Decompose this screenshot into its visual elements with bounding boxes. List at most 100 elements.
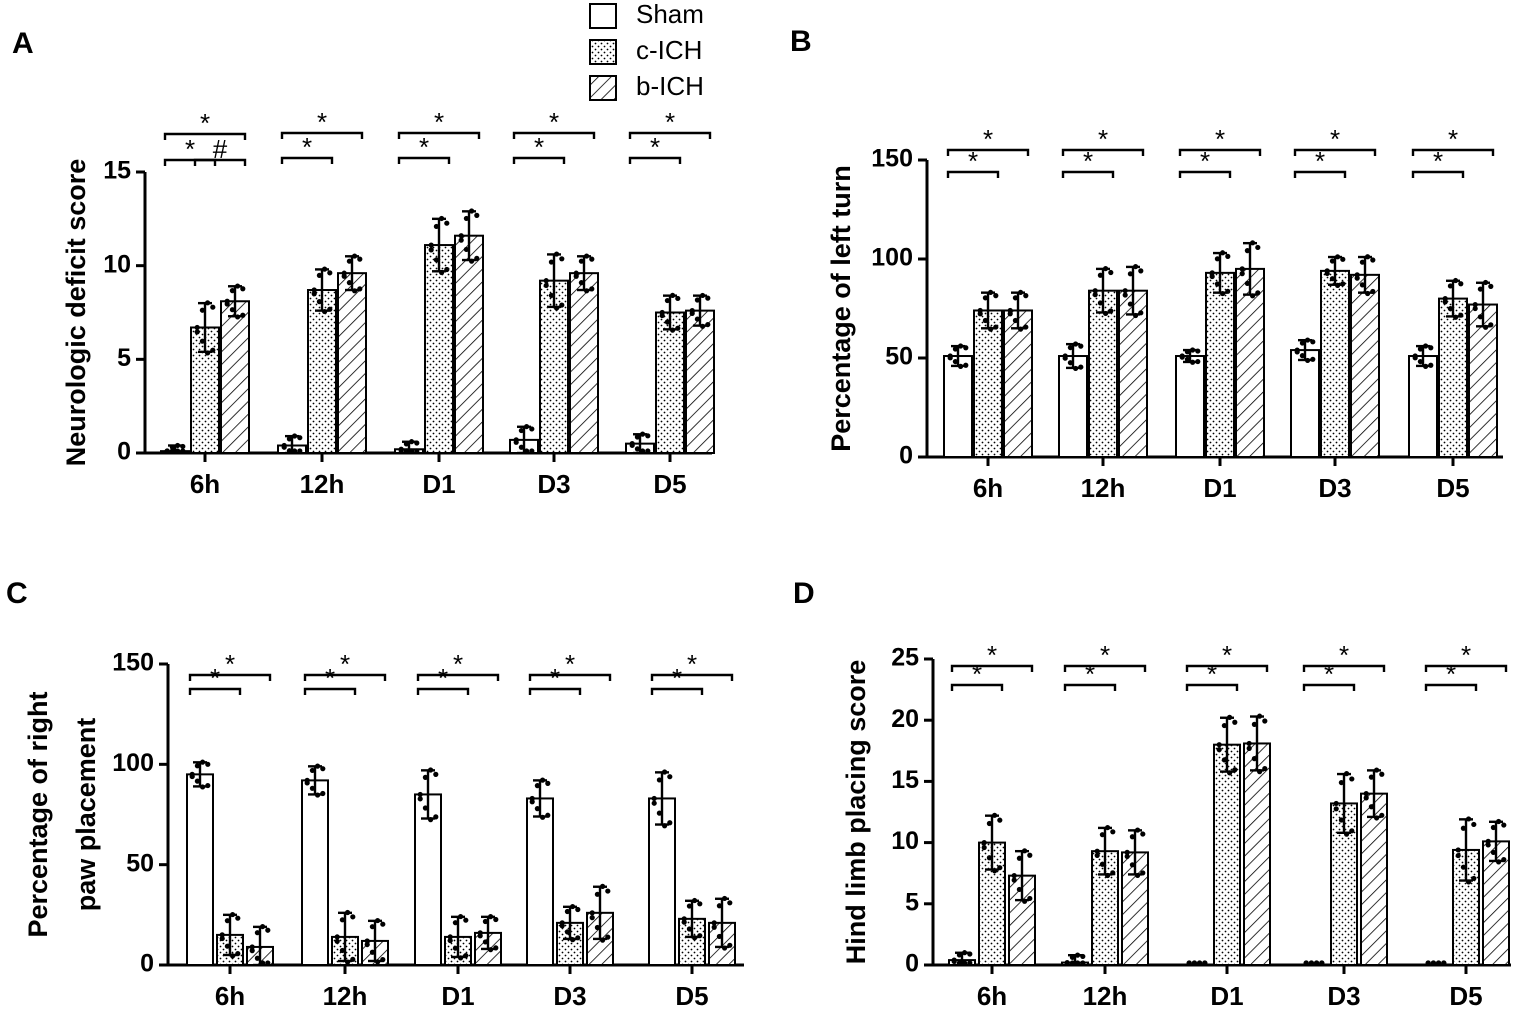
bar-b-ich [1118, 289, 1148, 458]
data-point [982, 295, 989, 301]
data-point [993, 293, 999, 299]
significance-label: * [302, 132, 312, 162]
significance-bracket [628, 156, 682, 164]
significance-bracket [303, 687, 357, 695]
significance-label: * [983, 124, 993, 154]
data-point [316, 299, 322, 305]
x-tick-label: D3 [553, 981, 586, 1011]
data-point [529, 799, 535, 805]
data-point [463, 917, 469, 923]
data-point [1214, 281, 1220, 287]
significance-bracket [650, 673, 734, 681]
y-tick-label: 15 [103, 157, 131, 185]
significance-label: * [665, 107, 675, 137]
significance-label: * [972, 659, 982, 689]
significance-label: * [987, 640, 997, 670]
y-tick-label: 0 [117, 438, 131, 466]
data-point [686, 926, 693, 932]
legend-swatch-sham [589, 3, 617, 29]
data-point [1012, 317, 1019, 324]
legend-label: c-ICH [636, 35, 702, 65]
data-point [1110, 829, 1116, 835]
data-point [1477, 314, 1483, 320]
data-point [369, 924, 375, 930]
x-tick-label: 12h [323, 981, 368, 1011]
data-point [1027, 852, 1033, 858]
data-point [254, 955, 260, 961]
data-point [210, 304, 216, 310]
bar-b-ich [1243, 742, 1271, 966]
data-point [1324, 270, 1330, 277]
bar-c-ich [655, 311, 685, 454]
significance-bracket [946, 170, 1000, 178]
bar-sham [414, 793, 442, 967]
legend: Sham c-ICH b-ICH [589, 0, 704, 101]
data-point [1099, 861, 1105, 867]
significance-bracket [280, 131, 364, 139]
data-point [686, 903, 693, 909]
significance-label: * [1330, 124, 1340, 154]
data-point [444, 220, 450, 226]
data-point [339, 947, 345, 954]
data-point [1011, 873, 1017, 879]
significance-label: * [1315, 146, 1325, 176]
data-point [1455, 847, 1461, 853]
x-tick-label: 6h [973, 473, 1003, 503]
data-point [433, 771, 439, 777]
data-point [254, 930, 260, 936]
data-point [1122, 292, 1128, 298]
y-tick-label: 20 [891, 705, 919, 733]
significance-bracket [1293, 148, 1377, 156]
data-point [1379, 771, 1385, 777]
bar-c-ich [1213, 743, 1241, 966]
x-tick-label: 12h [1081, 473, 1126, 503]
data-point [1501, 822, 1507, 828]
significance-label: * [1100, 640, 1110, 670]
data-point [656, 810, 663, 816]
y-tick-label: 10 [891, 827, 919, 855]
data-point [1442, 299, 1448, 305]
data-point [578, 258, 585, 264]
legend-label: b-ICH [636, 71, 704, 101]
data-point [452, 920, 458, 926]
data-point [199, 338, 205, 344]
bar-c-ich [1205, 271, 1235, 458]
significance-label: * [317, 107, 327, 137]
data-point [518, 427, 525, 434]
bar-b-ich [454, 234, 484, 454]
data-point [447, 937, 453, 944]
data-point [513, 439, 519, 445]
bar-c-ich [973, 309, 1003, 459]
data-point [1255, 244, 1261, 251]
data-point [727, 900, 733, 906]
data-point [334, 938, 340, 944]
data-point [694, 297, 701, 303]
bar-c-ich [1438, 297, 1468, 458]
significance-bracket [1063, 683, 1117, 691]
bar-b-ich [337, 272, 367, 454]
data-point [1472, 301, 1478, 308]
data-point [589, 910, 595, 916]
data-point [986, 855, 993, 861]
data-point [1447, 306, 1453, 312]
data-point [1417, 358, 1423, 365]
data-point [339, 917, 345, 923]
x-tick-label: D5 [1449, 981, 1482, 1011]
significance-label: * [1207, 659, 1217, 689]
significance-label: * [1461, 640, 1471, 670]
data-point [982, 317, 989, 324]
data-point [1485, 842, 1491, 848]
data-point [380, 921, 386, 927]
data-point [229, 288, 235, 294]
data-point [1262, 718, 1268, 724]
data-point [364, 941, 370, 948]
data-point [1363, 791, 1369, 797]
significance-label: * [1339, 640, 1349, 670]
x-tick-label: 6h [977, 981, 1007, 1011]
significance-label: * [200, 108, 210, 138]
data-point [1108, 269, 1114, 276]
data-point [1251, 721, 1257, 727]
data-point [1232, 719, 1238, 725]
bar-b-ich [220, 300, 250, 455]
data-point [675, 295, 681, 302]
